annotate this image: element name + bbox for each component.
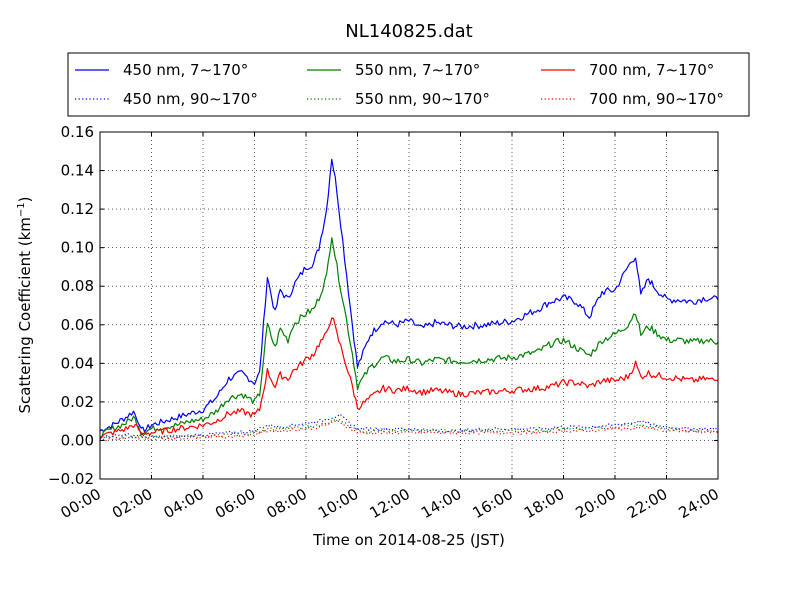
legend-entry-label: 450 nm, 90∼170° [123,90,258,108]
y-axis-label-exponent: −1 [16,202,27,217]
legend-box [67,52,750,117]
series-line-6 [99,420,719,442]
y-tick-label: 0.14 [61,162,94,180]
legend-entry-label: 550 nm, 7∼170° [355,61,480,79]
legend-entry-label: 700 nm, 7∼170° [589,61,714,79]
y-tick-label: 0.16 [61,123,94,141]
series-line-1 [99,158,719,433]
y-axis-label-tail: ) [16,196,34,202]
legend-entry-label: 700 nm, 90∼170° [589,90,724,108]
y-tick-label: 0.12 [61,200,94,218]
legend-entry-label: 550 nm, 90∼170° [355,90,490,108]
y-tick-label: 0.06 [61,316,94,334]
grid-layer [100,132,718,479]
y-tick-label: 0.00 [61,431,94,449]
y-tick-label: 0.08 [61,277,94,295]
chart-title: NL140825.dat [345,21,472,42]
y-axis-label-main: Scattering Coefficient (km [16,217,34,413]
y-tick-label: −0.02 [48,470,94,488]
x-axis-label: Time on 2014-08-25 (JST) [312,531,505,549]
legend: 450 nm, 7∼170° 550 nm, 7∼170° 700 nm, 7∼17… [67,52,750,117]
y-tick-label: 0.04 [61,354,94,372]
y-tick-label: 0.10 [61,239,94,257]
y-axis-label: Scattering Coefficient (km−1) [16,196,34,413]
series-layer [99,158,719,442]
series-line-2 [99,237,719,438]
series-line-3 [99,317,719,440]
legend-entry-label: 450 nm, 7∼170° [123,61,248,79]
y-tick-label: 0.02 [61,393,94,411]
